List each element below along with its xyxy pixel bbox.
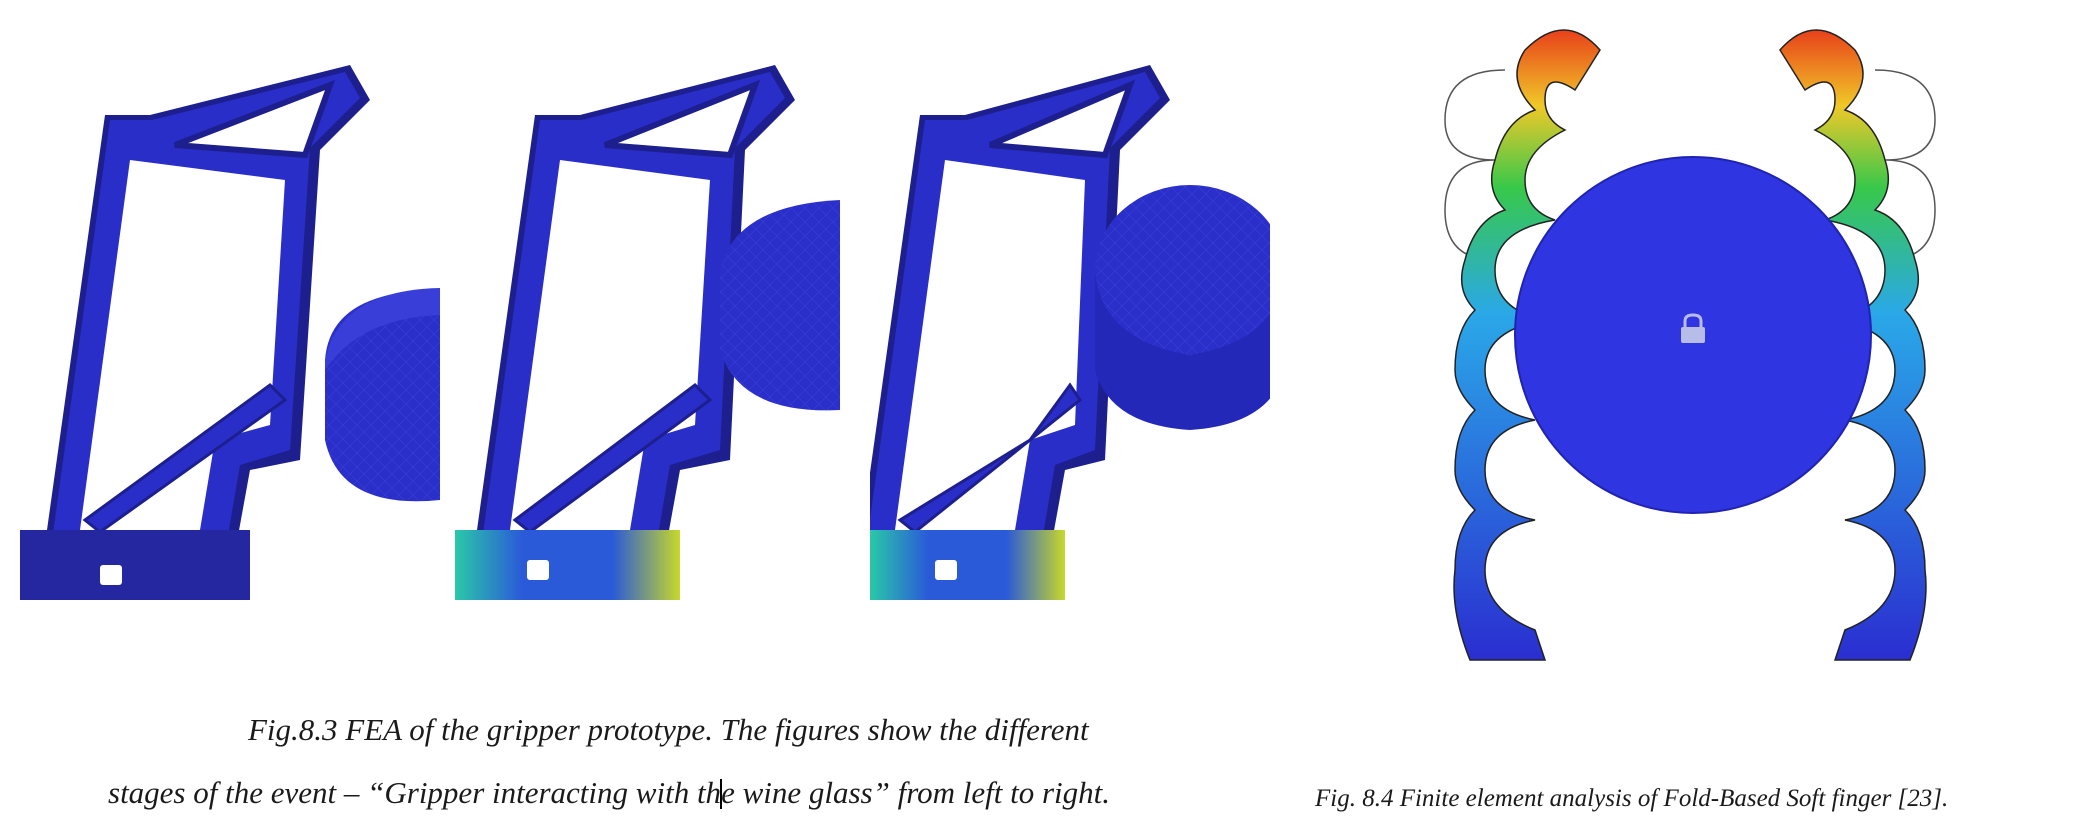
text-cursor: [720, 779, 723, 809]
caption-text-before-cursor: stages of the event – “Gripper interacti…: [108, 775, 722, 810]
fea-stage-1-image: [0, 40, 440, 660]
fold-based-finger-fea-image: [1385, 10, 1995, 690]
fig-8-4-caption: Fig. 8.4 Finite element analysis of Fold…: [1315, 785, 1949, 812]
fea-stage-3-image: [855, 40, 1285, 660]
caption-text-after-cursor: e wine glass” from left to right.: [721, 775, 1111, 810]
fig-8-3-caption-line-1: Fig.8.3 FEA of the gripper prototype. Th…: [248, 712, 1089, 747]
fea-stage-2-image: [455, 40, 840, 660]
lock-icon: [1681, 313, 1705, 343]
fig-8-3-caption-line-2: stages of the event – “Gripper interacti…: [108, 775, 1110, 811]
